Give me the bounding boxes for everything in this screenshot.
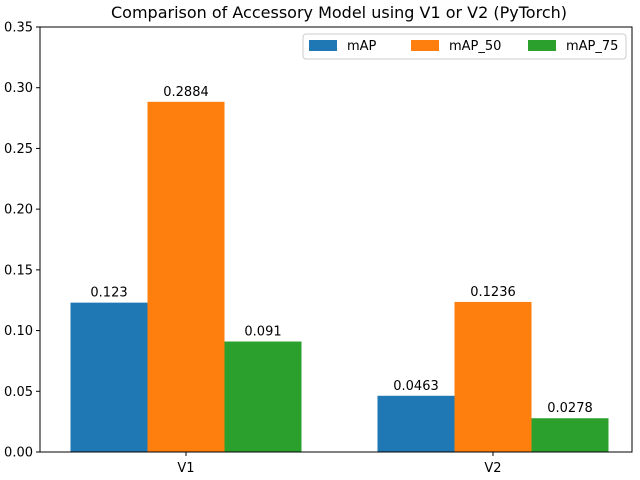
bar xyxy=(531,418,609,452)
y-axis: 0.00 0.05 0.10 0.15 0.20 0.25 0.30 0.35 xyxy=(4,21,40,461)
legend-label: mAP_50 xyxy=(449,39,501,54)
y-tick-label: 0.20 xyxy=(4,203,33,218)
bar xyxy=(147,101,225,453)
bars-group xyxy=(70,101,609,453)
bar-value-label: 0.0278 xyxy=(547,401,593,416)
bar-labels-group: 0.123 0.0463 0.2884 0.1236 0.091 0.0278 xyxy=(90,85,592,416)
bar xyxy=(224,341,302,452)
y-tick-label: 0.35 xyxy=(4,21,33,36)
x-axis: V1 V2 xyxy=(177,452,502,476)
bar-value-label: 0.1236 xyxy=(470,285,516,300)
legend-label: mAP xyxy=(347,39,377,54)
chart-title: Comparison of Accessory Model using V1 o… xyxy=(111,3,567,22)
y-tick-label: 0.10 xyxy=(4,324,33,339)
bar-value-label: 0.123 xyxy=(90,286,127,301)
y-tick-label: 0.30 xyxy=(4,81,33,96)
legend-swatch xyxy=(411,40,439,51)
bar xyxy=(454,301,532,452)
bar-value-label: 0.0463 xyxy=(393,379,439,394)
y-tick-label: 0.05 xyxy=(4,385,33,400)
legend-swatch xyxy=(309,40,337,51)
y-tick-label: 0.00 xyxy=(4,446,33,461)
x-tick-label: V2 xyxy=(484,461,501,476)
plot-frame xyxy=(39,26,633,453)
bar xyxy=(377,395,455,452)
legend-swatch xyxy=(528,40,556,51)
bar xyxy=(70,302,148,452)
y-tick-label: 0.15 xyxy=(4,263,33,278)
bar-value-label: 0.2884 xyxy=(163,85,209,100)
y-tick-label: 0.25 xyxy=(4,142,33,157)
legend-label: mAP_75 xyxy=(566,39,618,54)
bar-value-label: 0.091 xyxy=(244,325,281,340)
legend: mAP mAP_50 mAP_75 xyxy=(302,33,627,60)
x-tick-label: V1 xyxy=(177,461,194,476)
